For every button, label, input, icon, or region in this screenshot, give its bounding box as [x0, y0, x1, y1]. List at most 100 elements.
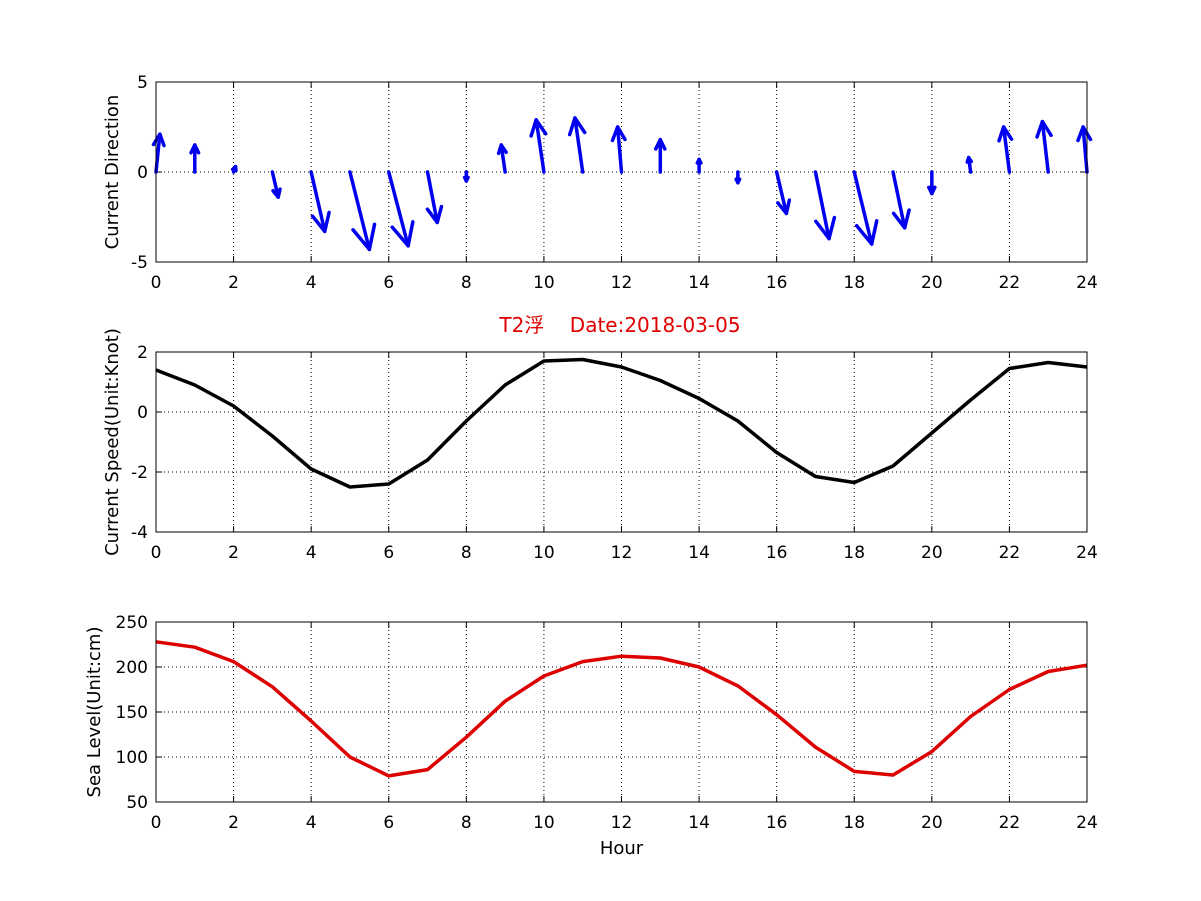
current-arrows [151, 116, 1093, 252]
direction-x-tick-label: 12 [611, 273, 633, 293]
current-arrow-head [654, 137, 667, 151]
current-arrow [774, 170, 792, 216]
current-arrow-shaft [348, 170, 372, 252]
direction-x-tick-label: 0 [151, 273, 162, 293]
current-arrow [462, 170, 470, 183]
current-arrow [387, 170, 415, 248]
current-arrow-head [390, 220, 415, 248]
current-arrow-head [271, 187, 282, 199]
direction-x-tick-label: 6 [383, 273, 394, 293]
current-arrow-head [695, 157, 703, 165]
current-arrow-head [854, 219, 879, 246]
direction-x-tick-label: 8 [461, 273, 472, 293]
current-arrow-head [351, 222, 377, 252]
current-arrow-head [425, 204, 444, 225]
current-arrow-shaft [309, 170, 327, 234]
direction-axes-frame [155, 81, 1088, 263]
sealevel-x-tick-label: 4 [306, 813, 317, 833]
sealevel-y-tick-label: 100 [116, 748, 148, 768]
direction-x-tick-label: 4 [306, 273, 317, 293]
current-arrow-shaft [270, 170, 280, 199]
sealevel-y-tick-label: 200 [116, 658, 148, 678]
speed-x-tick-label: 16 [766, 543, 788, 563]
current-arrow-head [230, 164, 238, 173]
current-arrow-shaft [499, 143, 507, 174]
current-arrow [1076, 125, 1093, 174]
current-arrow-shaft [1040, 119, 1050, 174]
current-arrow-shaft [154, 132, 162, 174]
current-arrow-head [965, 155, 973, 164]
speed-axes-frame [155, 351, 1088, 533]
current-arrow [927, 170, 937, 196]
sealevel-x-tick-label: 16 [766, 813, 788, 833]
current-arrow-head [189, 143, 201, 155]
speed-x-tick-label: 12 [611, 543, 633, 563]
direction-y-tick-label: 5 [137, 73, 148, 93]
current-arrow-head [814, 215, 837, 241]
direction-x-tick-label: 20 [921, 273, 943, 293]
direction-y-tick-label: -5 [131, 253, 148, 273]
current-arrow [529, 118, 548, 174]
current-arrow-head [891, 208, 911, 230]
current-arrow [965, 155, 973, 174]
current-arrow-shaft [891, 170, 907, 230]
direction-x-tick-label: 22 [999, 273, 1021, 293]
speed-y-tick-label: -4 [131, 523, 148, 543]
speed-x-tick-label: 18 [843, 543, 865, 563]
sealevel-x-tick-label: 18 [843, 813, 865, 833]
speed-y-tick-label: 2 [137, 343, 148, 363]
current-arrow-head [529, 118, 548, 138]
current-arrow-head [734, 177, 742, 185]
current-arrow-shaft [573, 116, 585, 174]
sealevel-axes-frame [155, 621, 1088, 803]
current-arrow-shaft [425, 170, 439, 225]
sealevel-x-tick-label: 20 [921, 813, 943, 833]
figure-title: T2浮 Date:2018-03-05 [498, 313, 740, 337]
current-arrow-shaft [1081, 125, 1089, 174]
current-arrow [654, 137, 667, 174]
current-arrow [813, 170, 837, 241]
current-arrow-head [610, 125, 627, 143]
direction-y-tick-label: 0 [137, 163, 148, 183]
direction-x-tick-label: 18 [843, 273, 865, 293]
sealevel-x-tick-label: 24 [1076, 813, 1098, 833]
speed-data-points [155, 359, 1088, 488]
current-arrow-shaft [1001, 125, 1012, 174]
current-arrow [189, 143, 201, 174]
current-arrow-head [462, 175, 470, 183]
current-arrow [309, 170, 331, 234]
current-arrow-head [776, 198, 792, 216]
direction-x-tick-label: 2 [228, 273, 239, 293]
sealevel-x-tick-label: 2 [228, 813, 239, 833]
speed-plot-area [156, 352, 1087, 532]
current-arrow [734, 170, 742, 185]
current-arrow [270, 170, 282, 199]
sealevel-y-tick-label: 150 [116, 703, 148, 723]
sealevel-x-tick-label: 6 [383, 813, 394, 833]
current-arrow-head [1076, 125, 1093, 143]
sealevel-data-points [155, 641, 1088, 777]
sealevel-y-tick-label: 250 [116, 613, 148, 633]
current-arrow-head [1035, 119, 1053, 139]
direction-x-tick-label: 16 [766, 273, 788, 293]
current-arrow [610, 125, 627, 174]
current-arrow-shaft [387, 170, 410, 248]
current-arrow [852, 170, 879, 246]
speed-x-tick-label: 10 [533, 543, 555, 563]
current-arrow-head [927, 185, 937, 196]
speed-x-tick-label: 2 [228, 543, 239, 563]
current-arrow-head [997, 125, 1014, 143]
current-arrow-shaft [852, 170, 874, 246]
speed-x-tick-label: 20 [921, 543, 943, 563]
current-arrow-head [310, 210, 331, 234]
direction-y-axis-label: Current Direction [102, 95, 123, 250]
current-arrow [496, 143, 508, 174]
current-arrow-shaft [534, 118, 546, 174]
current-arrow-shaft [813, 170, 831, 241]
direction-x-tick-label: 10 [533, 273, 555, 293]
direction-x-tick-label: 24 [1076, 273, 1098, 293]
